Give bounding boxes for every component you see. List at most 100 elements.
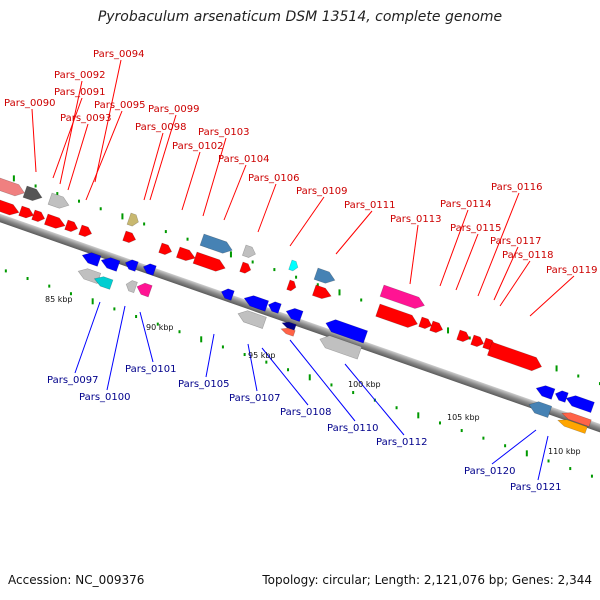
reverse-gene-arrow <box>100 257 121 272</box>
tick-mark-lower <box>395 406 398 410</box>
top-leader-line <box>455 233 479 291</box>
top-gene-label: Pars_0113 <box>390 214 441 225</box>
reverse-gene-arrow <box>285 308 304 323</box>
tick-mark-lower <box>590 474 593 478</box>
top-leader-line <box>223 164 247 221</box>
reverse-gene-arrow <box>557 419 588 434</box>
tick-mark-lower <box>91 298 94 305</box>
top-leader-line <box>181 151 201 211</box>
top-leader-line <box>52 97 83 179</box>
reverse-gene-arrow <box>142 263 157 276</box>
bottom-gene-label: Pars_0097 <box>47 375 98 386</box>
tick-mark-upper <box>251 260 254 264</box>
reverse-gene-arrow <box>237 310 267 329</box>
top-gene-label: Pars_0102 <box>172 141 223 152</box>
top-gene-label: Pars_0093 <box>60 113 111 124</box>
tick-mark-upper <box>34 184 37 188</box>
kbp-label: 105 kbp <box>447 413 480 422</box>
tick-mark-lower <box>4 269 7 273</box>
tick-mark-lower <box>135 315 138 319</box>
top-gene-label: Pars_0103 <box>198 127 249 138</box>
top-leader-line <box>94 59 122 183</box>
tick-mark-upper <box>598 382 600 386</box>
tick-mark-upper <box>577 374 580 378</box>
top-gene-label: Pars_0095 <box>94 100 145 111</box>
top-leader-line <box>499 260 531 307</box>
tick-mark-lower <box>504 444 507 448</box>
bottom-leader-line <box>139 311 154 363</box>
tick-mark-lower <box>417 412 420 419</box>
tick-mark-upper <box>121 213 124 220</box>
top-leader-line <box>409 224 419 285</box>
reverse-gene-arrow <box>319 335 363 360</box>
top-leader-line <box>439 209 469 287</box>
top-gene-label: Pars_0106 <box>248 173 299 184</box>
tick-mark-upper <box>78 199 81 203</box>
tick-mark-lower <box>438 421 441 425</box>
bottom-leader-line <box>537 435 549 481</box>
top-gene-label: Pars_0119 <box>546 265 597 276</box>
top-leader-line <box>143 132 164 201</box>
top-leader-line <box>202 137 227 217</box>
tick-mark-lower <box>569 467 572 471</box>
tick-mark-lower <box>525 450 528 457</box>
top-leader-line <box>335 210 373 255</box>
bottom-gene-label: Pars_0105 <box>178 379 229 390</box>
forward-gene-arrow <box>126 212 139 227</box>
forward-gene-arrow <box>22 185 43 201</box>
forward-gene-arrow <box>47 192 70 209</box>
top-gene-label: Pars_0091 <box>54 87 105 98</box>
reverse-gene-arrow <box>267 301 282 314</box>
tick-mark-upper <box>273 268 276 272</box>
top-gene-label: Pars_0116 <box>491 182 542 193</box>
bottom-leader-line <box>491 429 537 465</box>
tick-mark-lower <box>265 360 268 364</box>
reverse-gene-arrow <box>243 295 270 312</box>
bottom-leader-line <box>344 363 405 436</box>
forward-gene-arrow <box>0 177 25 197</box>
bottom-gene-label: Pars_0120 <box>464 466 515 477</box>
forward-gene-arrow <box>418 316 433 329</box>
top-leader-line <box>31 108 37 173</box>
reverse-gene-arrow <box>561 412 592 427</box>
top-leader-line <box>477 192 520 297</box>
bottom-gene-label: Pars_0110 <box>327 423 378 434</box>
top-leader-line <box>493 246 519 301</box>
tick-mark-upper <box>555 365 558 372</box>
tick-mark-lower <box>113 307 116 311</box>
forward-gene-arrow <box>31 209 46 222</box>
bottom-leader-line <box>247 343 258 392</box>
forward-gene-arrow <box>241 244 256 258</box>
bottom-leader-line <box>106 305 126 391</box>
tick-mark-upper <box>56 192 59 196</box>
tick-mark-upper <box>360 298 363 302</box>
tick-mark-lower <box>308 374 311 381</box>
reverse-gene-arrow <box>77 268 102 285</box>
tick-mark-lower <box>178 330 181 334</box>
bottom-leader-line <box>289 339 356 422</box>
tick-mark-upper <box>12 175 15 182</box>
tick-mark-lower <box>482 436 485 440</box>
reverse-gene-arrow <box>220 288 235 301</box>
forward-gene-arrow <box>122 230 137 243</box>
forward-gene-arrow <box>486 341 543 372</box>
tick-mark-upper <box>468 336 471 340</box>
forward-gene-arrow <box>375 303 418 328</box>
forward-gene-arrow <box>0 199 20 216</box>
bottom-gene-label: Pars_0112 <box>376 437 427 448</box>
reverse-gene-arrow <box>280 327 296 337</box>
bottom-gene-label: Pars_0108 <box>280 407 331 418</box>
bottom-leader-line <box>261 347 309 406</box>
forward-gene-arrow <box>313 267 336 284</box>
tick-mark-lower <box>200 336 203 343</box>
tick-mark-upper <box>186 237 189 241</box>
forward-gene-arrow <box>429 320 444 333</box>
top-leader-line <box>59 80 83 185</box>
reverse-gene-arrow <box>535 385 556 400</box>
tick-mark-upper <box>338 289 341 296</box>
tick-mark-upper <box>229 251 232 258</box>
reverse-gene-arrow <box>124 259 139 272</box>
top-leader-line <box>149 114 177 201</box>
